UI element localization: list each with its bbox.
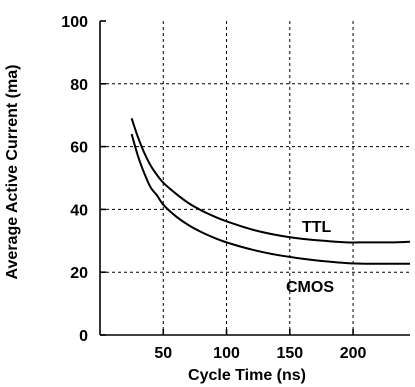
series-labels: TTL CMOS [286,219,334,296]
x-tick-label: 50 [154,345,172,362]
series-label-ttl: TTL [302,219,332,236]
y-axis-title: Average Active Current (ma) [4,65,21,280]
x-tick-label: 100 [213,345,240,362]
ticks: 50 100 150 200 0 20 40 60 80 100 [61,14,366,362]
grid [100,21,410,335]
series-group [130,118,411,265]
series-line-cmos [130,133,410,265]
x-tick-label: 200 [340,345,367,362]
axes [99,21,410,336]
series-label-cmos: CMOS [286,279,334,296]
x-axis-title: Cycle Time (ns) [188,367,306,384]
y-tick-label: 0 [79,328,88,345]
y-tick-label: 20 [70,265,88,282]
y-tick-label: 60 [70,140,88,157]
y-tick-label: 40 [70,202,88,219]
y-tick-label: 80 [70,77,88,94]
y-tick-label: 100 [61,14,88,31]
x-tick-label: 150 [276,345,303,362]
series-line-ttl [130,118,411,244]
